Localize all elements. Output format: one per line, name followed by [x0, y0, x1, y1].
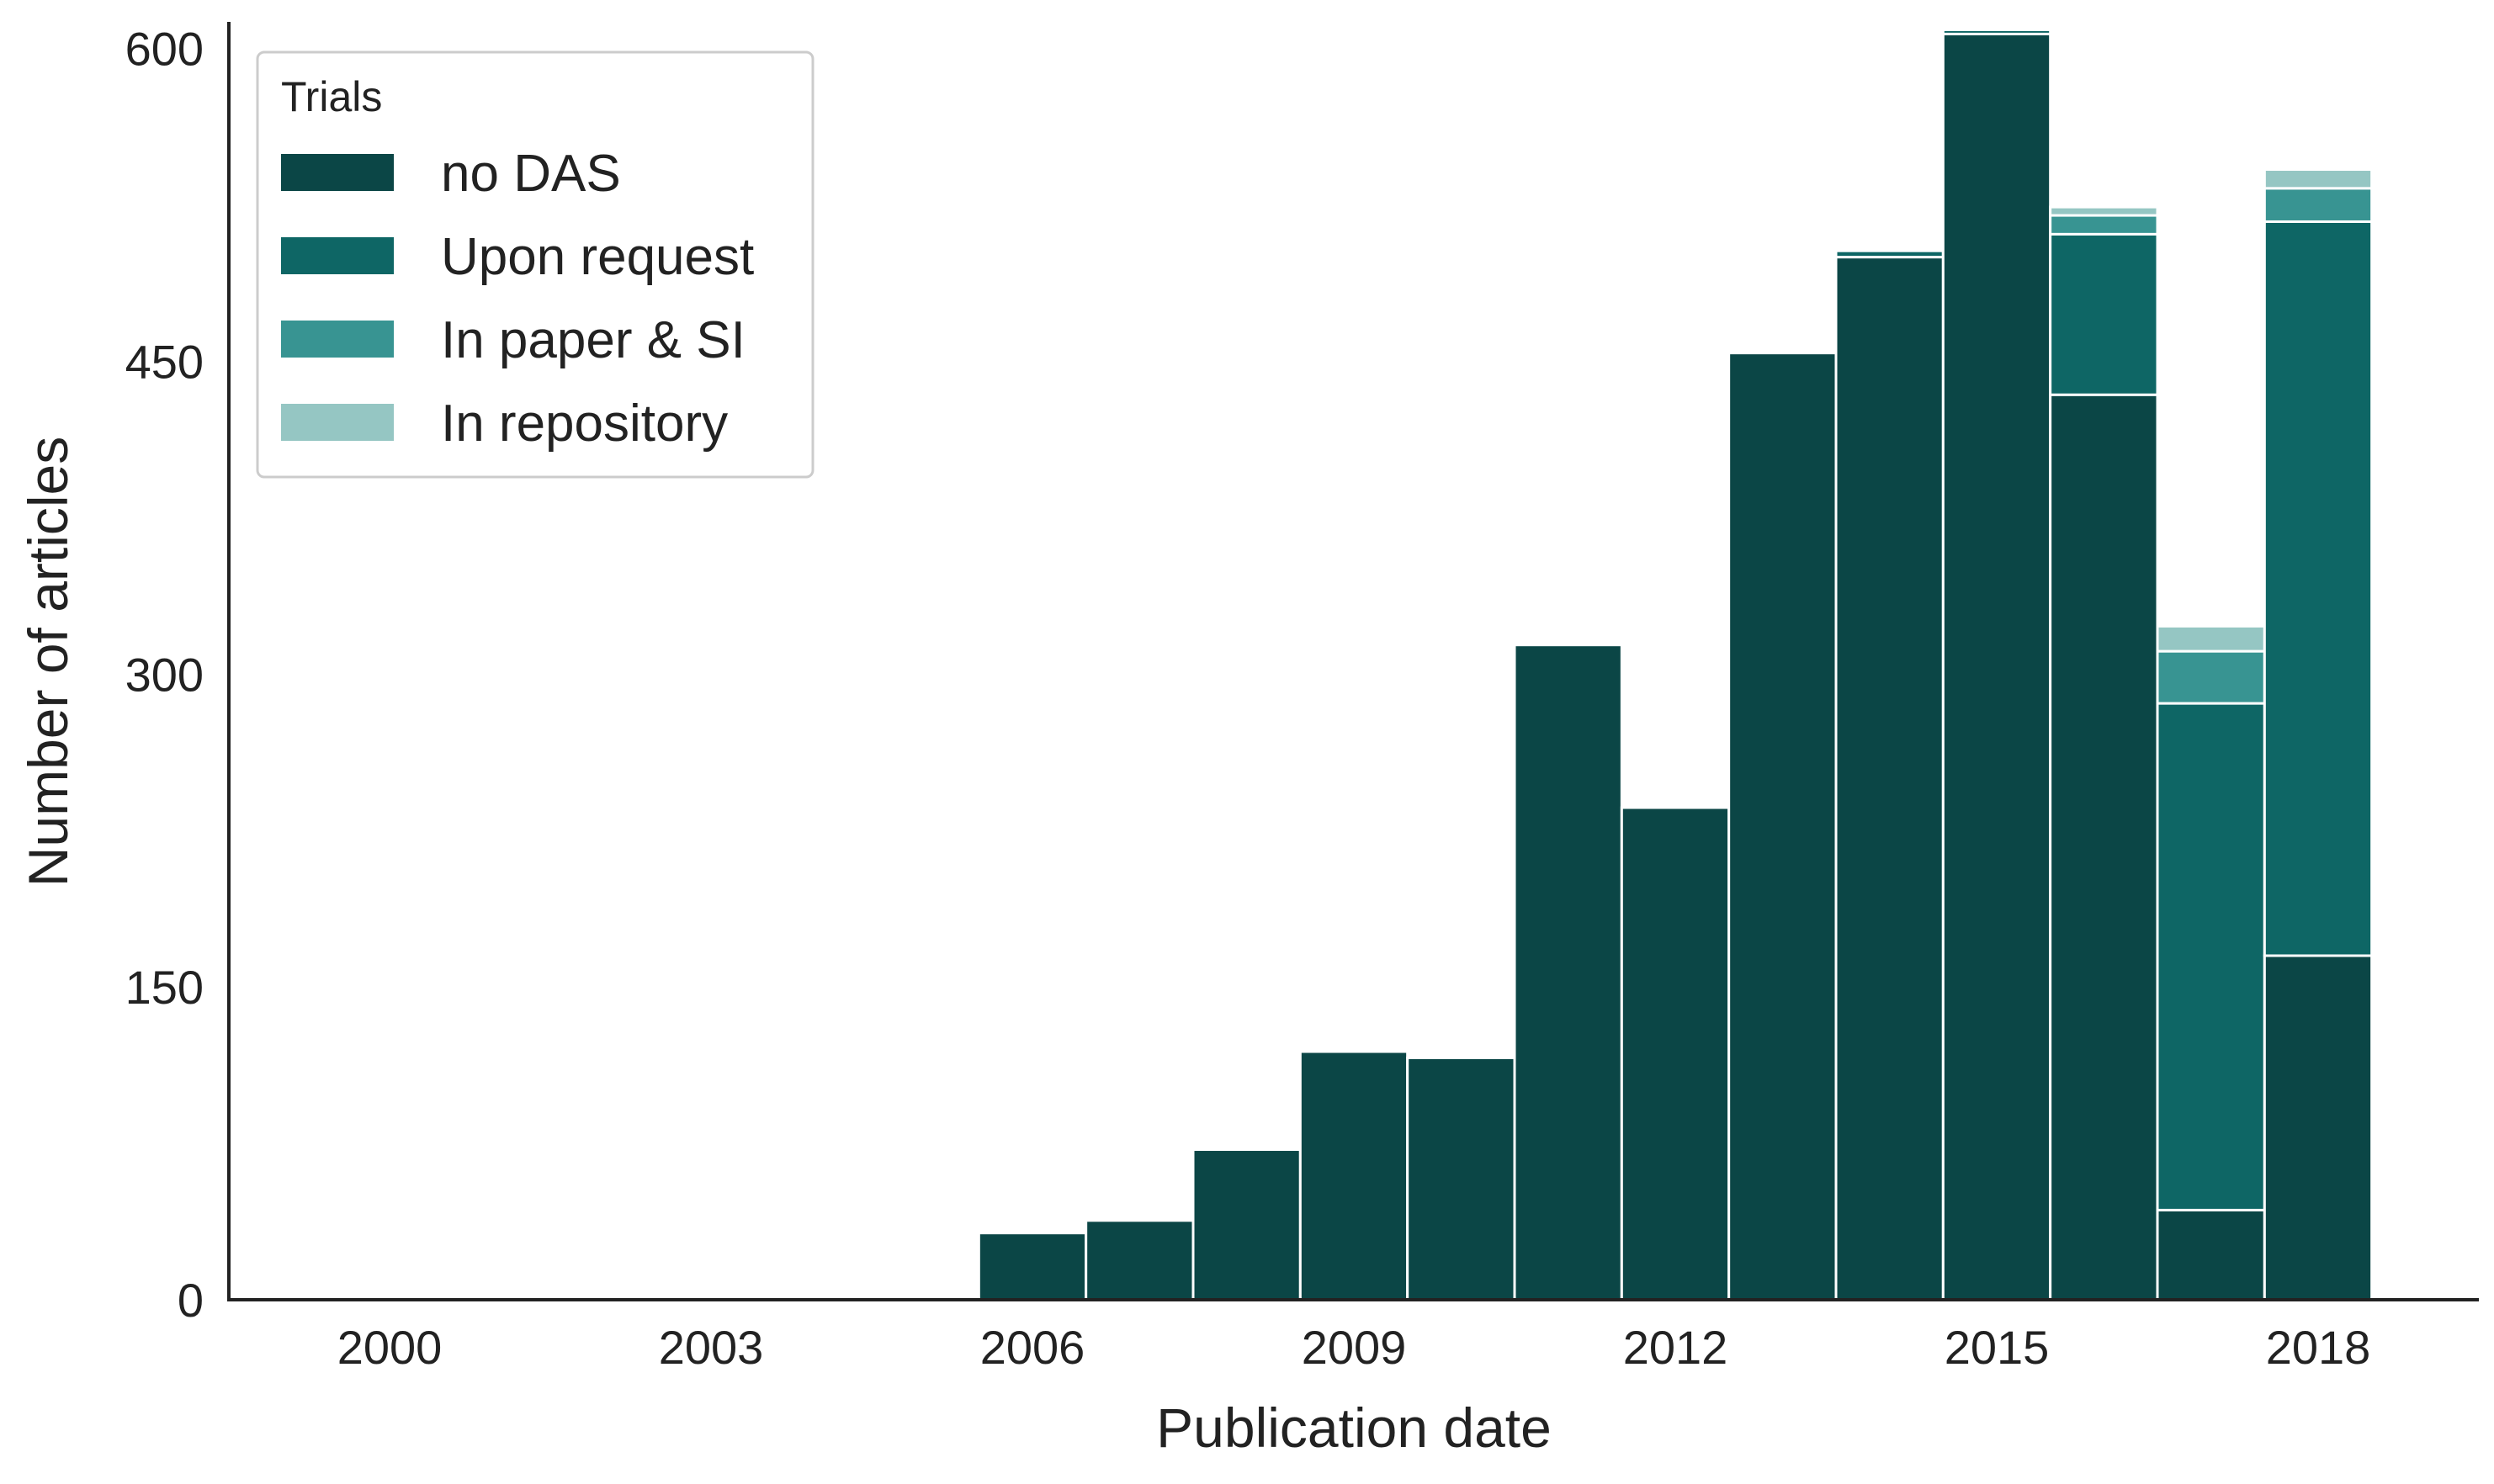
legend-swatch-1: [281, 237, 394, 274]
legend: Trials no DAS Upon request In paper & SI In…: [256, 50, 815, 479]
x-tick-label-2003: 2003: [659, 1321, 764, 1374]
bar-2014-series-1: [1834, 249, 1945, 259]
y-tick-label-300: 300: [125, 648, 204, 701]
legend-label-0: no DAS: [441, 145, 621, 203]
bar-2011-series-0: [1513, 644, 1623, 1301]
bar-2008-series-0: [1191, 1148, 1302, 1301]
legend-title: Trials: [281, 73, 382, 120]
y-tick-label-450: 450: [125, 336, 204, 389]
legend-entries: no DAS Upon request In paper & SI In reposi…: [281, 145, 754, 453]
bar-2017-series-2: [2156, 649, 2266, 705]
bars-layer: [977, 28, 2374, 1301]
bar-2009-series-0: [1298, 1050, 1409, 1301]
bar-2016-series-0: [2049, 393, 2159, 1301]
legend-swatch-3: [281, 404, 394, 441]
bar-2017-series-3: [2156, 624, 2266, 653]
legend-label-1: Upon request: [441, 228, 754, 286]
x-tick-label-2012: 2012: [1623, 1321, 1728, 1374]
bar-2016-series-3: [2049, 205, 2159, 217]
y-axis-title: Number of articles: [17, 437, 79, 888]
bar-2015-series-1: [1941, 28, 2052, 35]
legend-frame: [256, 50, 815, 479]
bar-2010-series-0: [1406, 1056, 1516, 1301]
legend-swatch-2: [281, 321, 394, 358]
x-axis-title: Publication date: [1156, 1397, 1552, 1459]
bar-2016-series-1: [2049, 232, 2159, 396]
x-tick-label-2015: 2015: [1945, 1321, 2050, 1374]
bar-2012-series-0: [1620, 806, 1731, 1301]
x-tick-label-2000: 2000: [337, 1321, 443, 1374]
bar-2014-series-0: [1834, 256, 1945, 1301]
y-tick-label-0: 0: [178, 1274, 204, 1327]
bar-2016-series-2: [2049, 214, 2159, 236]
bar-2017-series-1: [2156, 702, 2266, 1211]
bar-2006-series-0: [977, 1232, 1088, 1301]
bar-2017-series-0: [2156, 1208, 2266, 1301]
bar-2018-series-1: [2263, 220, 2374, 957]
y-tick-label-150: 150: [125, 961, 204, 1014]
bar-2013-series-0: [1727, 352, 1838, 1301]
ticks-layer: 2000 2003 2006 2009 2012 2015 2018 0 150 300 450 60…: [125, 23, 2371, 1374]
y-tick-label-600: 600: [125, 23, 204, 76]
x-tick-label-2006: 2006: [980, 1321, 1085, 1374]
bar-2018-series-0: [2263, 954, 2374, 1301]
bar-2007-series-0: [1085, 1219, 1195, 1301]
axes-layer: [227, 22, 2479, 1301]
bar-2018-series-3: [2263, 168, 2374, 190]
x-tick-label-2009: 2009: [1302, 1321, 1407, 1374]
x-tick-label-2018: 2018: [2266, 1321, 2371, 1374]
legend-label-3: In repository: [441, 395, 728, 453]
legend-label-2: In paper & SI: [441, 311, 746, 369]
bar-2015-series-0: [1941, 32, 2052, 1301]
bar-2018-series-2: [2263, 187, 2374, 223]
legend-swatch-0: [281, 154, 394, 191]
